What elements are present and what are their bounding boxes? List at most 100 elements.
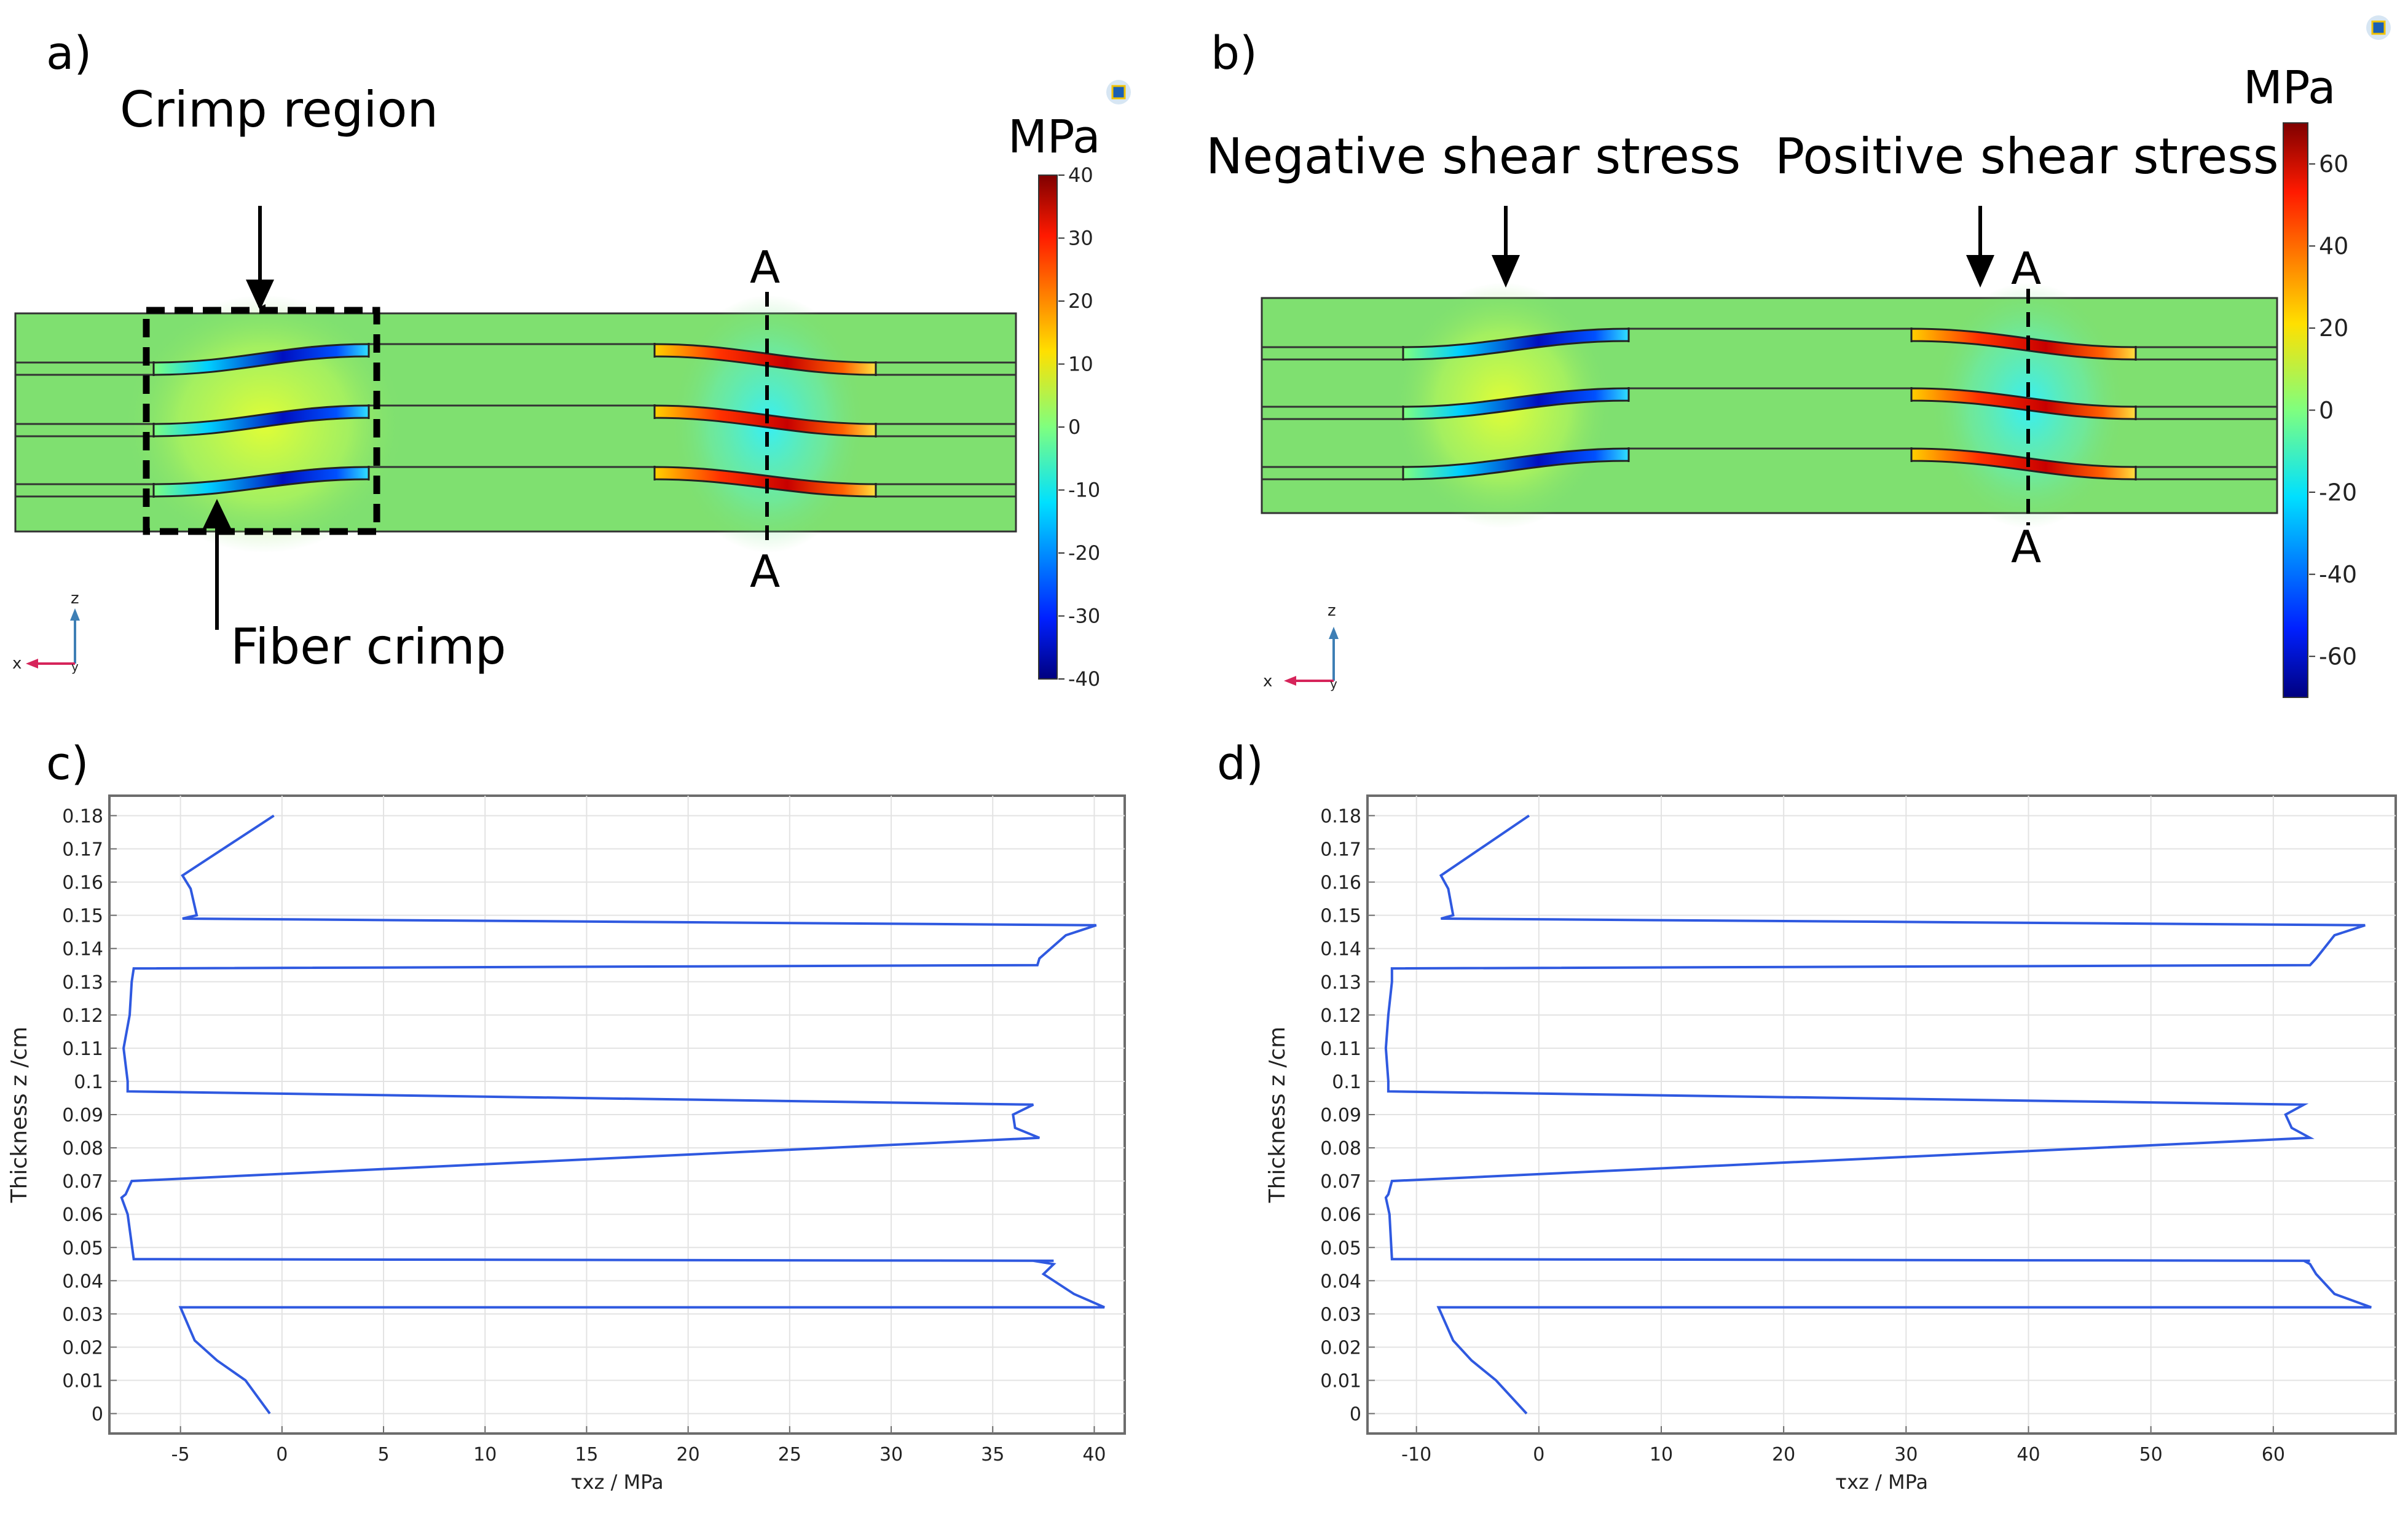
y-tick-label: 0.05 (62, 1237, 103, 1259)
axis-triad-a: z x y (12, 589, 80, 674)
panel-d: d) 0 0.01 0.02 0.03 0.04 0.05 0.06 0.07 0.08 0.09… (1217, 737, 2397, 1494)
x-tick-label: -10 (1401, 1444, 1431, 1465)
panel-d-letter: d) (1217, 737, 1264, 790)
x-tick-label: 25 (778, 1444, 801, 1465)
x-tick-label: 10 (1650, 1444, 1673, 1465)
y-tick-label: 0.09 (62, 1105, 103, 1126)
x-axis-label: τxz / MPa (570, 1470, 663, 1494)
colorbar-tick-label: 20 (1068, 289, 1093, 313)
axis-label-z-b: z (1328, 602, 1336, 620)
y-tick-label: 0.11 (62, 1038, 103, 1060)
section-marker-b-top: A (2011, 243, 2041, 294)
colorbar-unit-a: MPa (1008, 111, 1101, 163)
colorbar-tick-label: -40 (1068, 667, 1100, 691)
colorbar-tick-label: -30 (1068, 605, 1100, 628)
y-tick-label: 0.05 (1320, 1237, 1361, 1259)
x-tick-label: 15 (575, 1444, 598, 1465)
colorbar-b (2283, 122, 2308, 698)
x-tick-label: 5 (377, 1444, 389, 1465)
y-tick-label: 0.13 (1320, 972, 1361, 994)
x-tick-label: 20 (1772, 1444, 1795, 1465)
panel-b-letter: b) (1211, 27, 1257, 80)
x-tick-label: 30 (879, 1444, 903, 1465)
x-tick-label: 40 (1082, 1444, 1106, 1465)
y-tick-label: 0.09 (1320, 1105, 1361, 1126)
y-tick-label: 0.07 (62, 1171, 103, 1193)
x-tick-label: 60 (2262, 1444, 2285, 1465)
y-tick-label: 0.01 (62, 1371, 103, 1392)
axis-label-z-a: z (71, 589, 79, 608)
colorbar-tick-label: 40 (2319, 233, 2348, 260)
panel-a: a) Crimp region (12, 27, 1131, 691)
colorbar-tick-label: -40 (2319, 561, 2357, 588)
negative-shear-label: Negative shear stress (1206, 128, 1741, 185)
axis-triad-b: z x y (1263, 602, 1339, 691)
series-line (120, 814, 1105, 1414)
y-tick-label: 0.14 (62, 939, 103, 960)
y-tick-label: 0.03 (62, 1304, 103, 1325)
y-tick-label: 0.06 (62, 1204, 103, 1226)
crimp-region-arrowhead (246, 280, 274, 310)
colorbar-ticks-b: 60 40 20 0 -20 -40 -60 (2309, 151, 2357, 670)
crimp-fibers-neg-b (1402, 328, 1630, 480)
crimp-region-label: Crimp region (120, 81, 438, 138)
crimp-fibers-pos-b (1910, 328, 2137, 480)
y-tick-label: 0.1 (1332, 1072, 1361, 1093)
y-tick-label: 0.16 (62, 873, 103, 894)
colorbar-tick-label: 20 (2319, 315, 2348, 342)
x-tick-label: 0 (276, 1444, 288, 1465)
y-tick-label: 0.11 (1320, 1038, 1361, 1060)
y-tick-label: 0.18 (62, 806, 103, 827)
colorbar-unit-b: MPa (2243, 61, 2336, 114)
axis-label-y-b: y (1330, 677, 1337, 691)
panel-c-letter: c) (46, 737, 89, 790)
x-tick-label: 20 (677, 1444, 700, 1465)
panel-b: b) Negative shear stress Positive shear … (1206, 15, 2391, 698)
x-axis-label: τxz / MPa (1835, 1470, 1928, 1494)
colorbar-tick-label: 10 (1068, 353, 1093, 376)
colorbar-a (1038, 175, 1058, 680)
x-tick-label: 50 (2139, 1444, 2163, 1465)
axis-label-x-a: x (12, 654, 22, 673)
line-chart-c: 0 0.01 0.02 0.03 0.04 0.05 0.06 0.07 0.08 0.09 0.1… (7, 794, 1126, 1494)
section-marker-a-top: A (750, 241, 780, 293)
x-tick-label: 10 (473, 1444, 497, 1465)
series-line (1384, 814, 2372, 1414)
fiber-end-ticks-b (1402, 328, 2137, 480)
y-tick-label: 0.17 (1320, 839, 1361, 861)
colorbar-tick-label: -10 (1068, 479, 1100, 502)
y-tick-label: 0.02 (1320, 1337, 1361, 1359)
y-tick-label: 0.17 (62, 839, 103, 861)
negative-shear-arrowhead (1492, 255, 1520, 288)
x-tick-label: 40 (2017, 1444, 2040, 1465)
y-tick-label: 0 (92, 1404, 103, 1426)
y-tick-label: 0.04 (62, 1271, 103, 1292)
y-tick-label: 0.18 (1320, 806, 1361, 827)
panel-c: c) 0 0.01 0.02 0.03 0.04 0.05 0.06 0.07 0.08 0.09… (7, 737, 1126, 1494)
colorbar-tick-label: -20 (2319, 479, 2357, 506)
y-tick-label: 0.12 (62, 1005, 103, 1027)
y-tick-label: 0.08 (1320, 1138, 1361, 1159)
axis-label-x-b: x (1263, 672, 1272, 691)
ply-lines-b (1262, 328, 2277, 480)
y-axis-label: Thickness z /cm (1265, 1027, 1290, 1204)
section-marker-a-bottom: A (750, 546, 780, 597)
colorbar-tick-label: -20 (1068, 541, 1100, 565)
colorbar-tick-label: 60 (2319, 151, 2348, 178)
y-tick-label: 0.14 (1320, 939, 1361, 960)
crimp-fibers-neg-a (152, 343, 370, 498)
app-logo-icon-a (1106, 80, 1131, 104)
fiber-crimp-arrowhead (203, 499, 231, 528)
line-chart-d: 0 0.01 0.02 0.03 0.04 0.05 0.06 0.07 0.08 0.09 0.1… (1265, 794, 2397, 1494)
fiber-crimp-label: Fiber crimp (230, 618, 506, 675)
colorbar-tick-label: 0 (1068, 415, 1080, 439)
y-tick-label: 0.01 (1320, 1371, 1361, 1392)
colorbar-tick-label: 0 (2319, 397, 2334, 424)
y-tick-label: 0 (1350, 1404, 1361, 1426)
y-tick-label: 0.08 (62, 1138, 103, 1159)
x-tick-label: 35 (981, 1444, 1004, 1465)
panel-a-letter: a) (46, 27, 92, 80)
y-tick-label: 0.13 (62, 972, 103, 994)
y-tick-label: 0.04 (1320, 1271, 1361, 1292)
crimp-region-box (143, 307, 380, 535)
